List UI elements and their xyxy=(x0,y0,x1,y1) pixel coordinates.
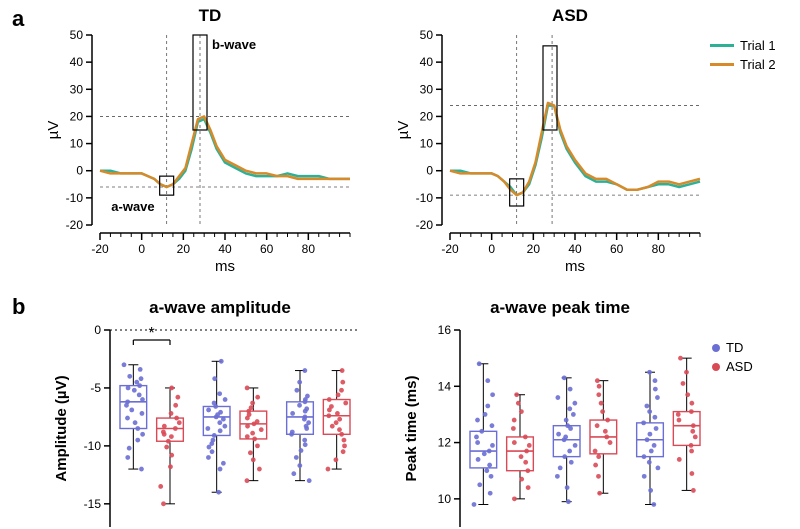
asd-swatch xyxy=(712,363,720,371)
trial2-label: Trial 2 xyxy=(740,57,776,72)
svg-text:16: 16 xyxy=(438,323,452,337)
svg-text:µV: µV xyxy=(45,121,62,140)
svg-text:20: 20 xyxy=(527,242,541,256)
title-awave-peaktime: a-wave peak time xyxy=(430,298,690,318)
svg-text:-10: -10 xyxy=(66,191,84,205)
svg-text:0: 0 xyxy=(138,242,145,256)
chart-asd-waveform: -20020406080ms-20-1001020304050µV xyxy=(400,30,710,280)
svg-text:30: 30 xyxy=(70,82,84,96)
svg-text:ms: ms xyxy=(215,258,235,275)
svg-text:0: 0 xyxy=(94,323,101,337)
svg-text:10: 10 xyxy=(438,492,452,506)
svg-text:20: 20 xyxy=(70,109,84,123)
legend-trial2: Trial 2 xyxy=(710,57,776,72)
svg-text:0: 0 xyxy=(426,164,433,178)
legend-trial1: Trial 1 xyxy=(710,38,776,53)
svg-text:0: 0 xyxy=(488,242,495,256)
svg-text:*: * xyxy=(149,325,155,342)
svg-text:b-wave: b-wave xyxy=(212,37,256,52)
title-awave-amplitude: a-wave amplitude xyxy=(90,298,350,318)
chart-awave-amplitude: 0 -5 -10 -15 Amplitude (µV) * xyxy=(50,322,370,529)
svg-text:40: 40 xyxy=(218,242,232,256)
td-label: TD xyxy=(726,340,743,355)
asd-label: ASD xyxy=(726,359,753,374)
trial1-label: Trial 1 xyxy=(740,38,776,53)
svg-text:a-wave: a-wave xyxy=(111,199,154,214)
svg-text:30: 30 xyxy=(420,82,434,96)
svg-text:Peak time (ms): Peak time (ms) xyxy=(403,376,420,482)
svg-text:60: 60 xyxy=(260,242,274,256)
svg-text:-10: -10 xyxy=(84,439,102,453)
svg-text:20: 20 xyxy=(420,109,434,123)
chart-awave-peaktime: 10 12 14 16 Peak time (ms) xyxy=(400,322,720,529)
legend-groups: TD ASD xyxy=(712,340,753,378)
svg-text:Amplitude (µV): Amplitude (µV) xyxy=(53,375,70,481)
legend-td: TD xyxy=(712,340,753,355)
figure-root: a b TD ASD a-wave b-wave -20 0 20 40 60 80 ms -20… xyxy=(0,0,800,529)
title-td: TD xyxy=(150,6,270,26)
panel-letter-a: a xyxy=(12,6,24,32)
svg-text:60: 60 xyxy=(610,242,624,256)
chart-td-waveform: a-wave b-wave -20 0 20 40 60 80 ms -20 -10 0 10 20 30 4… xyxy=(50,30,360,280)
legend-trials: Trial 1 Trial 2 xyxy=(710,38,776,76)
svg-text:40: 40 xyxy=(420,55,434,69)
svg-text:12: 12 xyxy=(438,436,452,450)
svg-text:-20: -20 xyxy=(441,242,459,256)
svg-text:20: 20 xyxy=(177,242,191,256)
panel-letter-b: b xyxy=(12,294,25,320)
svg-text:-20: -20 xyxy=(66,218,84,232)
svg-text:-20: -20 xyxy=(416,218,434,232)
svg-text:40: 40 xyxy=(568,242,582,256)
svg-text:50: 50 xyxy=(70,28,84,42)
trial1-swatch xyxy=(710,44,734,47)
svg-text:-15: -15 xyxy=(84,497,102,511)
trial2-swatch xyxy=(710,63,734,66)
svg-text:-5: -5 xyxy=(90,381,101,395)
svg-text:40: 40 xyxy=(70,55,84,69)
svg-text:-10: -10 xyxy=(416,191,434,205)
svg-text:80: 80 xyxy=(302,242,316,256)
svg-text:50: 50 xyxy=(420,28,434,42)
title-asd: ASD xyxy=(510,6,630,26)
svg-text:ms: ms xyxy=(565,258,585,275)
svg-text:80: 80 xyxy=(652,242,666,256)
legend-asd: ASD xyxy=(712,359,753,374)
svg-text:0: 0 xyxy=(76,164,83,178)
svg-text:10: 10 xyxy=(420,137,434,151)
svg-text:14: 14 xyxy=(438,379,452,393)
td-swatch xyxy=(712,344,720,352)
svg-text:-20: -20 xyxy=(91,242,109,256)
svg-text:10: 10 xyxy=(70,137,84,151)
svg-text:µV: µV xyxy=(395,121,412,140)
